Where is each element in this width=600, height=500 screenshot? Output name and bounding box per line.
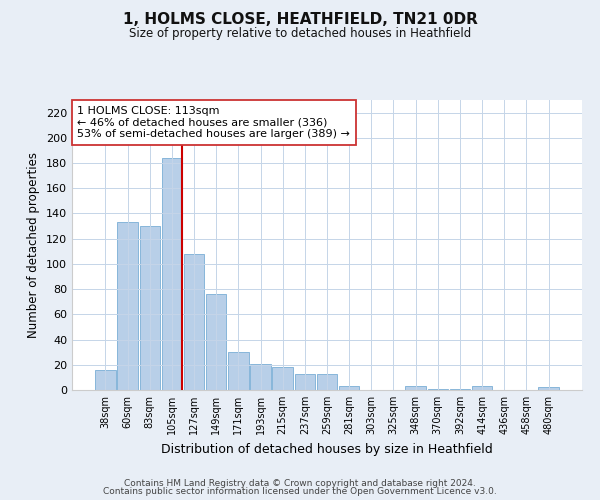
Text: Contains public sector information licensed under the Open Government Licence v3: Contains public sector information licen… xyxy=(103,487,497,496)
Bar xyxy=(317,374,337,390)
Bar xyxy=(184,254,204,390)
Bar xyxy=(161,158,182,390)
Text: Size of property relative to detached houses in Heathfield: Size of property relative to detached ho… xyxy=(129,28,471,40)
Bar xyxy=(206,294,226,390)
Bar xyxy=(538,388,559,390)
X-axis label: Distribution of detached houses by size in Heathfield: Distribution of detached houses by size … xyxy=(161,442,493,456)
Bar xyxy=(406,386,426,390)
Bar xyxy=(118,222,138,390)
Text: 1, HOLMS CLOSE, HEATHFIELD, TN21 0DR: 1, HOLMS CLOSE, HEATHFIELD, TN21 0DR xyxy=(122,12,478,28)
Bar xyxy=(339,386,359,390)
Text: 1 HOLMS CLOSE: 113sqm
← 46% of detached houses are smaller (336)
53% of semi-det: 1 HOLMS CLOSE: 113sqm ← 46% of detached … xyxy=(77,106,350,139)
Bar xyxy=(428,388,448,390)
Y-axis label: Number of detached properties: Number of detached properties xyxy=(28,152,40,338)
Bar xyxy=(250,364,271,390)
Bar xyxy=(140,226,160,390)
Bar xyxy=(450,388,470,390)
Bar xyxy=(228,352,248,390)
Bar xyxy=(95,370,116,390)
Bar xyxy=(272,368,293,390)
Text: Contains HM Land Registry data © Crown copyright and database right 2024.: Contains HM Land Registry data © Crown c… xyxy=(124,478,476,488)
Bar xyxy=(472,386,493,390)
Bar xyxy=(295,374,315,390)
